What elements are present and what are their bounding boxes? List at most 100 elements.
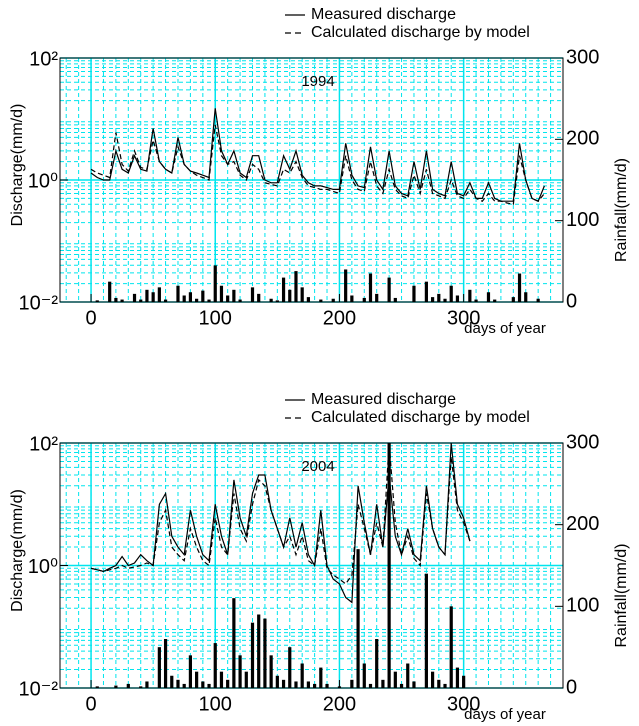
rain-bar xyxy=(294,271,298,302)
x-axis-label: days of year xyxy=(464,320,546,337)
y2-tick-label: 0 xyxy=(566,676,577,698)
rain-bar xyxy=(238,299,242,302)
rain-bar xyxy=(468,289,472,302)
y-tick-label: 10² xyxy=(29,433,58,455)
rain-bar xyxy=(387,443,391,688)
rain-bar xyxy=(474,299,478,302)
rain-bar xyxy=(319,667,323,688)
rain-bar xyxy=(151,292,155,302)
rain-bar xyxy=(257,293,261,302)
rain-bar xyxy=(269,655,273,688)
rain-bar xyxy=(163,639,168,688)
discharge-line xyxy=(90,124,545,206)
rain-bar xyxy=(139,686,143,688)
rain-bar xyxy=(356,549,360,688)
x-tick-label: 200 xyxy=(323,307,356,329)
rain-bar xyxy=(281,277,286,302)
rain-bar xyxy=(182,295,186,302)
rain-bar xyxy=(368,273,373,302)
rain-bar xyxy=(455,295,460,302)
x-tick-label: 300 xyxy=(447,693,480,715)
rain-bar xyxy=(257,614,261,688)
y-tick-label: 10⁰ xyxy=(28,170,58,192)
x-tick-label: 200 xyxy=(323,693,356,715)
rain-bar xyxy=(449,606,453,688)
legend-label: Calculated discharge by model xyxy=(311,409,530,426)
y2-tick-label: 100 xyxy=(566,595,599,617)
rain-bar xyxy=(443,683,447,688)
rain-bar xyxy=(313,683,317,688)
y2-tick-label: 200 xyxy=(566,513,599,535)
rain-bar xyxy=(139,299,143,302)
rain-bar xyxy=(207,683,211,688)
rain-bar xyxy=(250,287,255,302)
rain-bar xyxy=(120,299,124,302)
rain-bar xyxy=(226,679,230,688)
x-tick-label: 300 xyxy=(447,307,480,329)
rain-bar xyxy=(126,683,130,688)
rain-bar xyxy=(182,683,186,688)
rain-bar xyxy=(524,292,528,302)
y-tick-label: 10² xyxy=(29,48,58,70)
rain-bar xyxy=(281,679,286,688)
rain-bar xyxy=(195,671,199,688)
rain-bar xyxy=(375,639,379,688)
x-axis-label: days of year xyxy=(464,706,546,723)
y-tick-label: 10⁻² xyxy=(19,292,59,314)
rain-bar xyxy=(331,298,335,302)
y2-tick-label: 100 xyxy=(566,209,599,231)
rain-bar xyxy=(517,273,522,302)
y-axis-label: Discharge(mm/d) xyxy=(9,489,26,612)
rain-bar xyxy=(201,681,205,688)
rain-bar xyxy=(306,297,310,302)
x-tick-label: 0 xyxy=(85,307,96,329)
rain-bar xyxy=(325,683,329,688)
rain-bar xyxy=(176,679,180,688)
rain-bar xyxy=(430,671,435,688)
rain-bar xyxy=(294,681,298,688)
rain-bar xyxy=(368,683,373,688)
rain-bar xyxy=(275,675,279,688)
rain-bar xyxy=(424,281,428,302)
annotation: 1994 xyxy=(301,73,334,90)
y2-tick-label: 300 xyxy=(566,431,599,453)
rain-bar xyxy=(511,297,515,302)
rain-bar xyxy=(163,299,168,302)
rain-bar xyxy=(226,295,230,302)
rain-bar xyxy=(207,299,211,302)
rain-bar xyxy=(462,675,466,688)
rain-bar xyxy=(114,297,118,302)
rain-bar xyxy=(201,290,205,302)
annotation: 2004 xyxy=(301,458,334,475)
rain-bar xyxy=(375,293,379,302)
rain-bar xyxy=(95,686,99,688)
rain-bar xyxy=(188,655,193,688)
rain-bar xyxy=(399,683,404,688)
y2-tick-label: 200 xyxy=(566,128,599,150)
rain-bar xyxy=(114,685,118,688)
plot-frame xyxy=(59,442,564,689)
rain-bar xyxy=(300,287,304,302)
rain-bar xyxy=(412,681,416,688)
y2-tick-label: 300 xyxy=(566,46,599,68)
x-tick-label: 0 xyxy=(85,693,96,715)
legend-label: Measured discharge xyxy=(311,6,456,23)
rain-bar xyxy=(157,647,161,688)
rain-bar xyxy=(145,289,149,302)
rain-bar xyxy=(449,285,453,302)
plot-frame xyxy=(59,57,564,303)
rain-bar xyxy=(337,686,342,688)
rain-bar xyxy=(430,297,435,302)
legend-label: Measured discharge xyxy=(311,391,456,408)
rain-bar xyxy=(350,679,354,688)
y-axis-label: Discharge(mm/d) xyxy=(9,104,26,227)
legend-label: Calculated discharge by model xyxy=(311,24,530,41)
rain-bar xyxy=(219,671,224,688)
rain-bar xyxy=(275,300,279,302)
rain-bar xyxy=(362,663,366,688)
rain-bar xyxy=(132,293,137,302)
discharge-line xyxy=(90,442,471,585)
rain-bar xyxy=(344,269,348,302)
y2-axis-label: Rainfall(mm/d) xyxy=(613,158,630,262)
